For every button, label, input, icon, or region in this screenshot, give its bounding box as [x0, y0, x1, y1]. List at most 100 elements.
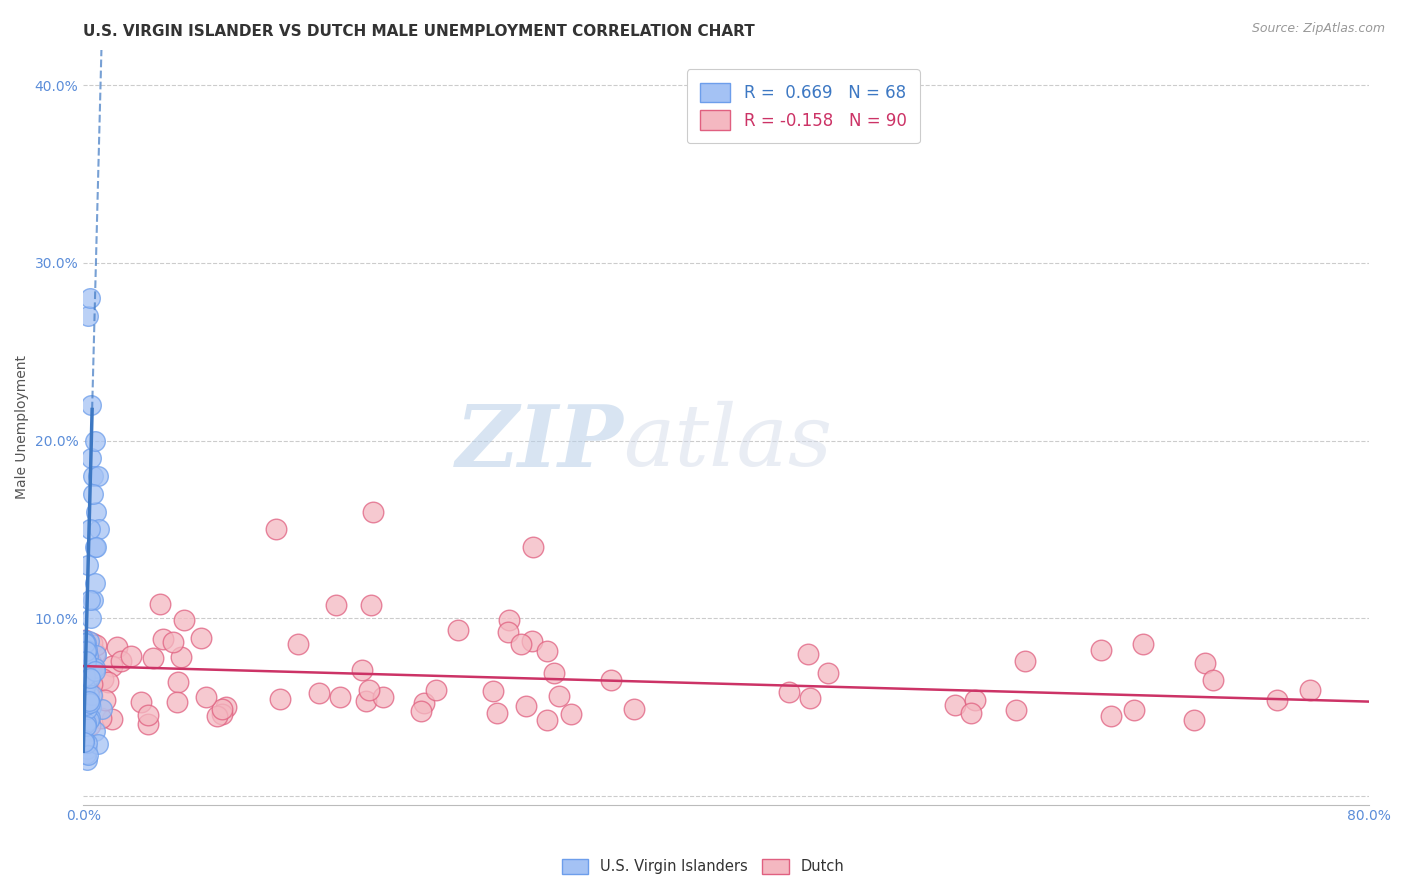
Point: [142, 651, 165, 665]
Point: [75, 657, 97, 671]
Point: [79, 522, 101, 536]
Point: [520, 634, 543, 648]
Point: [73, 633, 96, 648]
Point: [75, 654, 97, 668]
Point: [152, 632, 174, 646]
Point: [77, 684, 100, 698]
Point: [79, 717, 101, 731]
Point: [75, 654, 97, 668]
Text: atlas: atlas: [623, 401, 832, 483]
Point: [79, 593, 101, 607]
Point: [195, 690, 218, 704]
Point: [110, 655, 132, 669]
Point: [1299, 682, 1322, 697]
Point: [138, 717, 160, 731]
Point: [960, 706, 983, 720]
Point: [75, 698, 97, 712]
Point: [77, 558, 100, 572]
Point: [943, 698, 966, 712]
Point: [75, 636, 97, 650]
Point: [76, 741, 98, 756]
Point: [73, 714, 96, 729]
Point: [308, 686, 330, 700]
Point: [600, 673, 623, 687]
Point: [325, 598, 347, 612]
Point: [79, 694, 101, 708]
Point: [80, 451, 103, 466]
Point: [77, 634, 100, 648]
Point: [623, 702, 645, 716]
Point: [778, 685, 800, 699]
Point: [1194, 656, 1216, 670]
Point: [79, 700, 101, 714]
Point: [84, 646, 107, 660]
Point: [536, 714, 558, 728]
Point: [173, 613, 195, 627]
Point: [425, 683, 447, 698]
Point: [413, 696, 436, 710]
Point: [76, 736, 98, 750]
Point: [75, 644, 97, 658]
Point: [79, 688, 101, 702]
Point: [83, 664, 105, 678]
Point: [73, 680, 96, 694]
Point: [75, 657, 97, 671]
Point: [79, 696, 101, 710]
Point: [72, 665, 94, 679]
Point: [83, 540, 105, 554]
Point: [215, 700, 238, 714]
Point: [73, 732, 96, 747]
Point: [73, 632, 96, 647]
Point: [84, 540, 107, 554]
Point: [269, 692, 291, 706]
Point: [75, 654, 97, 668]
Point: [485, 706, 508, 720]
Point: [80, 636, 103, 650]
Point: [1201, 673, 1223, 687]
Point: [162, 634, 184, 648]
Point: [211, 702, 233, 716]
Point: [80, 688, 103, 702]
Point: [76, 701, 98, 715]
Point: [83, 661, 105, 675]
Point: [76, 696, 98, 710]
Point: [75, 636, 97, 650]
Point: [82, 469, 104, 483]
Point: [76, 648, 98, 663]
Point: [496, 624, 519, 639]
Point: [80, 664, 103, 678]
Point: [87, 737, 110, 751]
Point: [82, 487, 104, 501]
Point: [73, 712, 96, 726]
Point: [83, 434, 105, 448]
Point: [1014, 654, 1036, 668]
Point: [817, 666, 839, 681]
Point: [76, 666, 98, 681]
Point: [83, 723, 105, 738]
Point: [101, 712, 124, 726]
Point: [136, 707, 159, 722]
Point: [79, 292, 101, 306]
Point: [84, 505, 107, 519]
Point: [211, 706, 233, 721]
Point: [75, 715, 97, 730]
Y-axis label: Male Unemployment: Male Unemployment: [15, 355, 30, 500]
Point: [1182, 713, 1205, 727]
Point: [80, 611, 103, 625]
Point: [82, 689, 104, 703]
Point: [354, 693, 377, 707]
Point: [498, 613, 520, 627]
Legend: U.S. Virgin Islanders, Dutch: U.S. Virgin Islanders, Dutch: [557, 853, 849, 880]
Point: [79, 710, 101, 724]
Point: [121, 649, 143, 664]
Point: [94, 693, 117, 707]
Point: [84, 648, 107, 662]
Point: [482, 684, 505, 698]
Point: [90, 711, 112, 725]
Point: [80, 677, 103, 691]
Point: [522, 540, 544, 554]
Point: [72, 694, 94, 708]
Point: [76, 753, 98, 767]
Point: [80, 398, 103, 412]
Text: U.S. VIRGIN ISLANDER VS DUTCH MALE UNEMPLOYMENT CORRELATION CHART: U.S. VIRGIN ISLANDER VS DUTCH MALE UNEMP…: [83, 24, 755, 39]
